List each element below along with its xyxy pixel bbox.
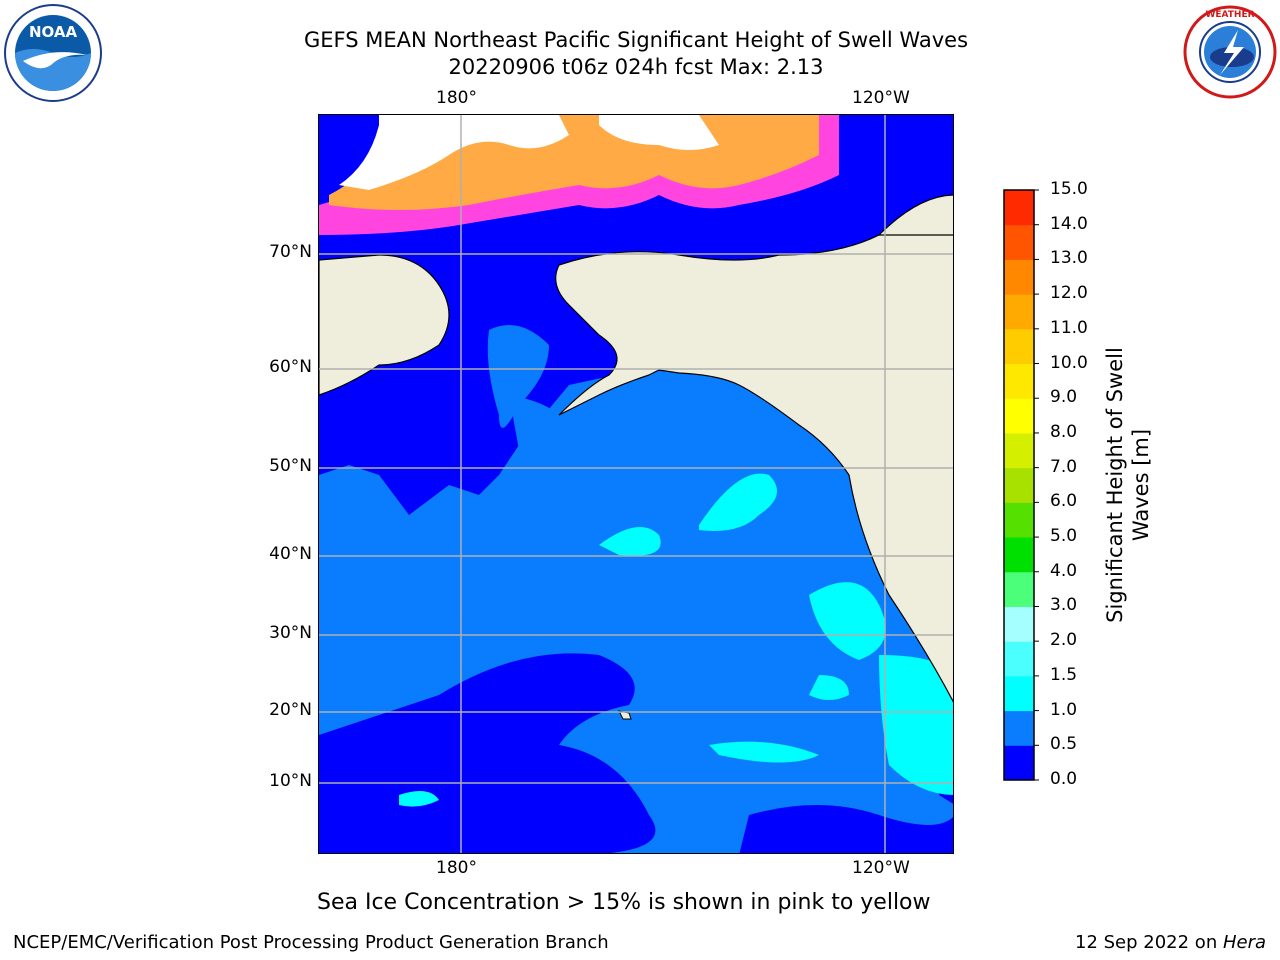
colorbar-tick-label: 2.0 (1050, 630, 1078, 651)
lat-label-70n: 70°N (269, 242, 312, 262)
colorbar-segment (1004, 606, 1034, 642)
colorbar-segment (1004, 190, 1034, 226)
lat-label-40n: 40°N (269, 544, 312, 564)
lon-label-bottom-120w: 120°W (852, 858, 910, 878)
lat-label-50n: 50°N (269, 456, 312, 476)
colorbar-tick-label: 10.0 (1050, 352, 1088, 373)
colorbar-segment (1004, 259, 1034, 295)
colorbar-segment (1004, 398, 1034, 434)
lon-label-top-180: 180° (436, 88, 477, 108)
lat-label-20n: 20°N (269, 700, 312, 720)
lat-label-30n: 30°N (269, 623, 312, 643)
chart-subtitle: 20220906 t06z 024h fcst Max: 2.13 (448, 55, 824, 79)
lon-label-top-120w: 120°W (852, 88, 910, 108)
colorbar-segment (1004, 363, 1034, 399)
colorbar-segment (1004, 745, 1034, 781)
land-siberia (319, 254, 450, 396)
swell-cyan-1 (699, 473, 777, 531)
noaa-logo: NOAA (4, 4, 102, 102)
colorbar-tick-label: 14.0 (1050, 213, 1088, 234)
colorbar-tick-label: 6.0 (1050, 491, 1078, 512)
colorbar-ticks: 0.0 0.5 1.0 1.5 2.0 3.0 4.0 5.0 6.0 7.0 8.0 9.0 10.0… (1044, 179, 1104, 789)
colorbar-segment (1004, 502, 1034, 538)
colorbar-tick-label: 1.0 (1050, 699, 1078, 720)
colorbar-tick-label: 12.0 (1050, 283, 1088, 304)
lat-label-60n: 60°N (269, 357, 312, 377)
colorbar-segment (1004, 710, 1034, 746)
sea-ice-note: Sea Ice Concentration > 15% is shown in … (317, 890, 931, 915)
colorbar-segment (1004, 641, 1034, 677)
colorbar-segment (1004, 432, 1034, 469)
colorbar-tick-label: 0.5 (1050, 734, 1078, 755)
colorbar-segment (1004, 467, 1034, 503)
colorbar-segment (1004, 224, 1034, 260)
colorbar-tick-label: 0.0 (1050, 769, 1078, 789)
colorbar-segment (1004, 571, 1034, 607)
svg-text:WEATHER: WEATHER (1205, 10, 1254, 20)
nws-logo: WEATHER (1183, 5, 1277, 99)
colorbar-tick-label: 5.0 (1050, 526, 1078, 547)
colorbar-segment (1004, 294, 1034, 330)
footer-credit: NCEP/EMC/Verification Post Processing Pr… (13, 932, 609, 953)
colorbar-tick-label: 1.5 (1050, 664, 1078, 685)
colorbar-tick-label: 8.0 (1050, 421, 1078, 442)
lon-label-bottom-180: 180° (436, 858, 477, 878)
colorbar-tick-label: 7.0 (1050, 456, 1078, 477)
colorbar-tick-label: 11.0 (1050, 317, 1088, 338)
colorbar-tick-label: 4.0 (1050, 560, 1078, 581)
colorbar-tick-label: 15.0 (1050, 179, 1088, 199)
colorbar-tick-label: 13.0 (1050, 248, 1088, 269)
map-canvas (319, 115, 953, 853)
colorbar-tick-label: 9.0 (1050, 387, 1078, 408)
noaa-logo-text: NOAA (29, 23, 78, 41)
graticule (319, 115, 953, 853)
colorbar (1003, 189, 1039, 781)
lat-label-10n: 10°N (269, 771, 312, 791)
footer-host: Hera (1222, 932, 1266, 953)
colorbar-segment (1004, 537, 1034, 573)
colorbar-segment (1004, 675, 1034, 712)
footer-date: 12 Sep 2022 on Hera (1075, 932, 1266, 953)
chart-title: GEFS MEAN Northeast Pacific Significant … (303, 28, 969, 52)
map-panel (318, 114, 954, 854)
sea-ice-white-1 (339, 115, 569, 190)
colorbar-label: Significant Height of Swell Waves [m] (1103, 347, 1153, 623)
colorbar-tick-label: 3.0 (1050, 595, 1078, 616)
colorbar-segment (1004, 328, 1034, 365)
